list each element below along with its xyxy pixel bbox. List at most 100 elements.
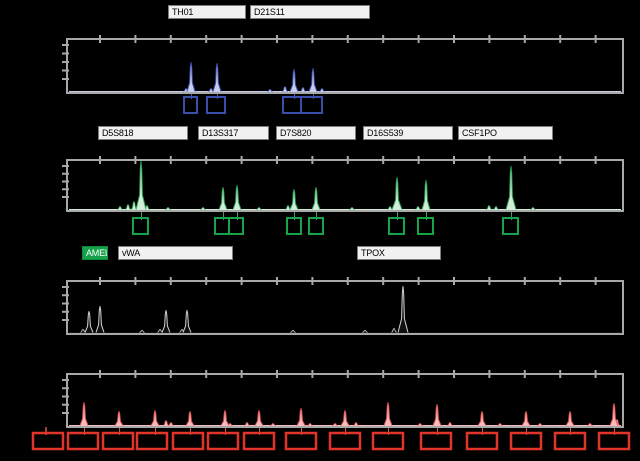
noise-bump (447, 422, 453, 426)
noise-bump (157, 329, 163, 333)
noise-bump (131, 201, 137, 210)
peak (421, 180, 431, 210)
allele-box[interactable] (66, 431, 100, 451)
noise-bump (270, 423, 276, 426)
peak (289, 189, 299, 210)
noise-bump (417, 423, 423, 426)
noise-bump (208, 88, 214, 92)
allele-box[interactable] (228, 217, 244, 235)
locus-label-d5s818: D5S818 (98, 126, 188, 140)
noise-bump (493, 206, 499, 210)
peak (254, 410, 264, 426)
allele-box[interactable] (419, 431, 453, 451)
panel-frame-4 (66, 373, 624, 428)
noise-bump (282, 86, 288, 92)
locus-label-d7s820: D7S820 (276, 126, 356, 140)
locus-label-d16s539: D16S539 (363, 126, 453, 140)
noise-bump (139, 330, 145, 333)
allele-box[interactable] (242, 431, 276, 451)
noise-bump (415, 206, 421, 210)
allele-box[interactable] (206, 96, 226, 114)
allele-box[interactable] (135, 431, 169, 451)
panel-frame-2 (66, 159, 624, 212)
noise-bump (319, 88, 325, 92)
noise-bump (497, 423, 503, 426)
peak (220, 410, 230, 426)
noise-bump (353, 422, 359, 426)
noise-bump (300, 87, 306, 92)
noise-bump (391, 328, 397, 333)
allele-box[interactable] (509, 431, 543, 451)
locus-label-d13s317: D13S317 (198, 126, 269, 140)
peak (161, 310, 171, 333)
allele-box[interactable] (101, 431, 135, 451)
peak (397, 286, 409, 333)
peak (212, 63, 222, 92)
noise-bump (80, 329, 86, 333)
noise-bump (168, 422, 174, 426)
noise-bump (267, 89, 273, 92)
peak (340, 410, 350, 426)
noise-bump (349, 207, 355, 210)
peak (311, 187, 321, 210)
allele-box[interactable] (206, 431, 240, 451)
allele-box[interactable] (371, 431, 405, 451)
allele-box[interactable] (183, 96, 198, 114)
peak (565, 411, 575, 426)
allele-box[interactable] (214, 217, 230, 235)
noise-bump (125, 204, 131, 210)
locus-label-amel: AMEL (82, 246, 108, 260)
noise-bump (332, 423, 338, 426)
allele-box[interactable] (300, 96, 323, 114)
peak (182, 310, 192, 333)
locus-label-d21s11: D21S11 (250, 5, 370, 19)
locus-label-th01: TH01 (168, 5, 246, 19)
peak (218, 187, 228, 210)
allele-box[interactable] (132, 217, 149, 235)
peak (391, 177, 403, 210)
peak (505, 166, 517, 210)
noise-bump (307, 423, 313, 426)
allele-box[interactable] (597, 431, 631, 451)
allele-box[interactable] (417, 217, 434, 235)
noise-bump (200, 207, 206, 210)
panel-frame-1 (66, 38, 624, 94)
noise-bump (537, 423, 543, 426)
peak (232, 185, 242, 210)
allele-box[interactable] (502, 217, 519, 235)
noise-bump (290, 330, 296, 333)
peak (296, 408, 306, 426)
noise-bump (256, 207, 262, 210)
peak (185, 411, 195, 426)
noise-bump (165, 207, 171, 210)
allele-box[interactable] (31, 431, 65, 451)
peak (79, 402, 89, 426)
allele-box[interactable] (553, 431, 587, 451)
locus-label-vwa: vWA (118, 246, 233, 260)
allele-box[interactable] (284, 431, 318, 451)
allele-box[interactable] (286, 217, 302, 235)
peak (135, 161, 147, 210)
allele-box[interactable] (328, 431, 362, 451)
noise-bump (244, 422, 250, 426)
noise-bump (486, 205, 492, 210)
peak (308, 68, 318, 92)
allele-box[interactable] (388, 217, 405, 235)
peak (432, 404, 442, 426)
allele-box[interactable] (171, 431, 205, 451)
noise-bump (362, 330, 368, 333)
allele-box[interactable] (465, 431, 499, 451)
allele-box[interactable] (308, 217, 324, 235)
peak (186, 62, 196, 92)
noise-bump (387, 206, 393, 210)
peak (114, 411, 124, 426)
peak (84, 311, 94, 333)
noise-bump (163, 420, 169, 426)
peak (609, 403, 619, 426)
peak (477, 411, 487, 426)
allele-box[interactable] (282, 96, 302, 114)
peak (95, 306, 105, 333)
peak (521, 411, 531, 426)
